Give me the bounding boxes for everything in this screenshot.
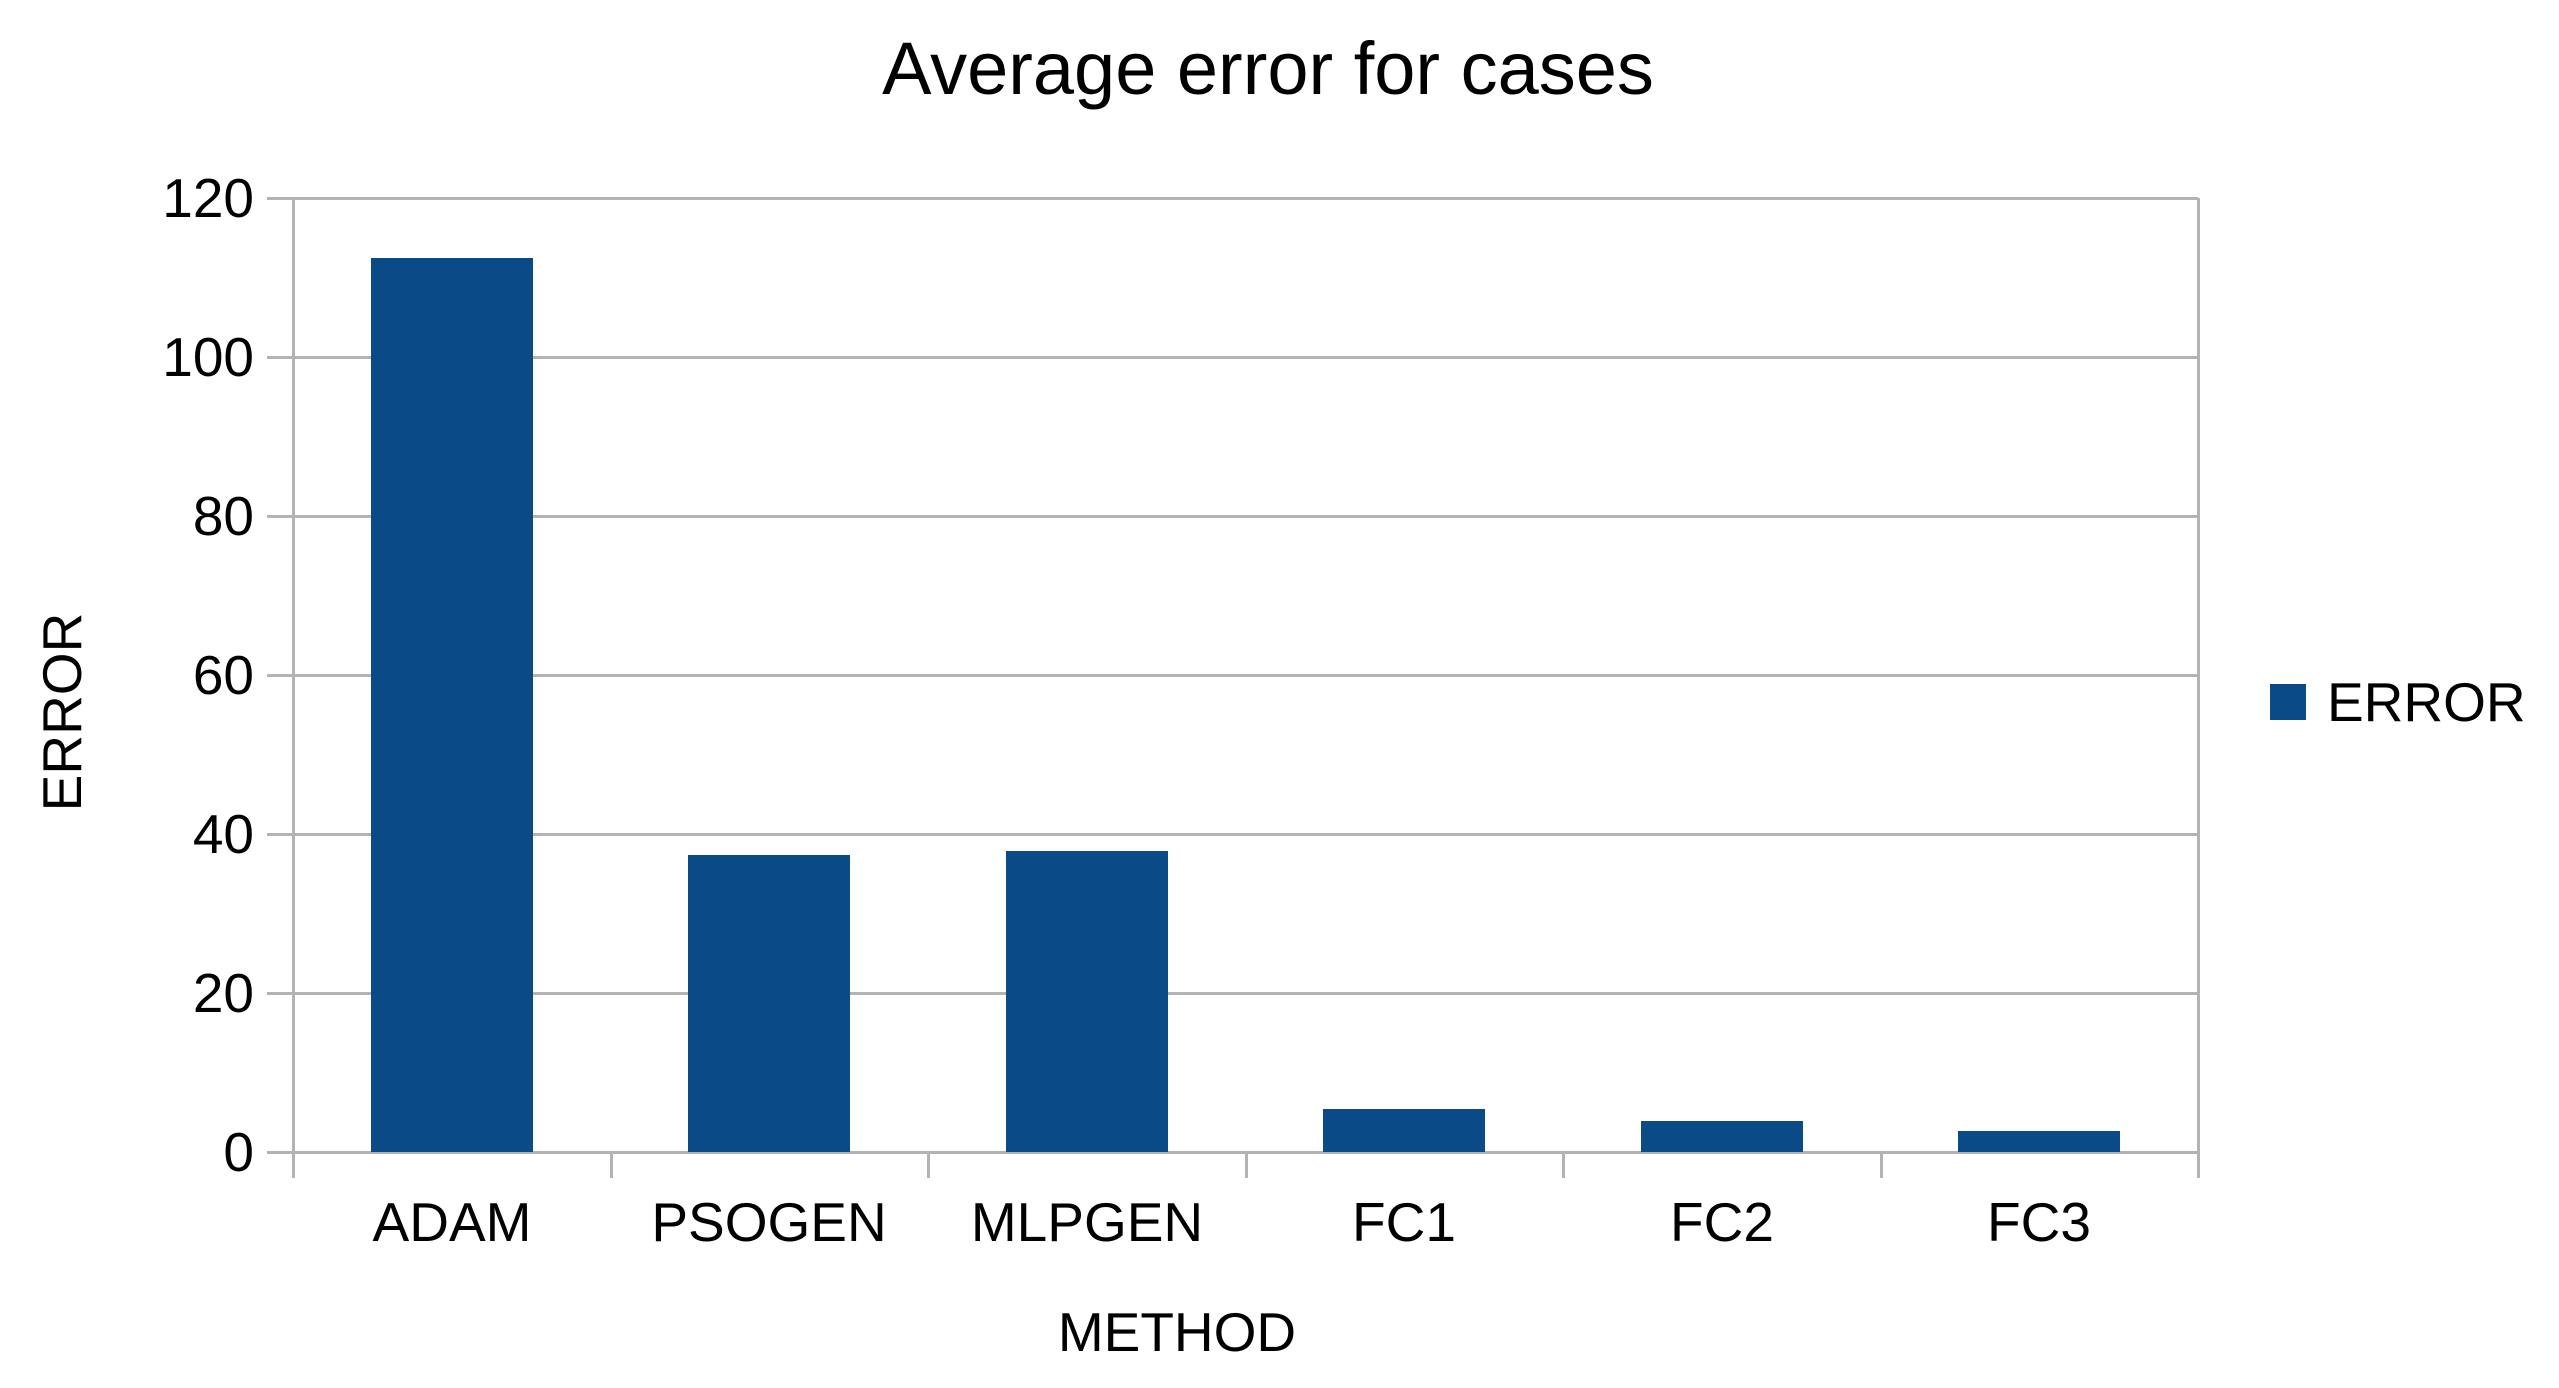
y-gridline (267, 674, 2198, 677)
bar-fc2 (1641, 1121, 1803, 1152)
x-axis-category-label: FC1 (1352, 1191, 1456, 1253)
y-axis-tick-label: 0 (223, 1121, 254, 1183)
y-gridline (267, 992, 2198, 995)
bar-adam (371, 258, 533, 1152)
x-axis-line (267, 1151, 2198, 1154)
x-axis-category-label: MLPGEN (970, 1191, 1204, 1253)
x-axis-category-label: FC2 (1670, 1191, 1774, 1253)
y-gridline (267, 833, 2198, 836)
x-axis-title: METHOD (1057, 1301, 1297, 1363)
y-gridline (267, 197, 2198, 200)
y-gridline (267, 356, 2198, 359)
legend-color-swatch-icon (2270, 684, 2306, 720)
bar-fc3 (1958, 1131, 2120, 1152)
x-axis-tick-mark (609, 1152, 613, 1178)
bar-mlpgen (1006, 851, 1168, 1152)
y-axis-line (292, 198, 295, 1178)
x-axis-category-label: ADAM (372, 1191, 532, 1253)
chart-title: Average error for cases (882, 27, 1654, 110)
y-axis-tick-label: 80 (192, 485, 254, 547)
y-axis-tick-label: 120 (162, 167, 254, 229)
legend-series-label: ERROR (2327, 671, 2526, 733)
y-axis-tick-label: 40 (192, 803, 254, 865)
bar-psogen (688, 855, 850, 1152)
x-axis-category-label: FC3 (1987, 1191, 2091, 1253)
x-axis-category-label: PSOGEN (651, 1191, 887, 1253)
x-axis-tick-mark (1562, 1152, 1565, 1178)
y-axis-tick-label: 20 (192, 962, 254, 1024)
bar-fc1 (1323, 1109, 1485, 1152)
plot-right-border (2197, 198, 2200, 1178)
x-axis-tick-mark (1244, 1152, 1248, 1178)
y-axis-tick-label: 60 (192, 644, 254, 706)
legend: ERROR (2270, 669, 2526, 735)
y-gridline (267, 515, 2198, 518)
x-axis-tick-mark (1879, 1152, 1883, 1178)
x-axis-tick-mark (927, 1152, 930, 1178)
y-axis-tick-label: 100 (162, 326, 254, 388)
